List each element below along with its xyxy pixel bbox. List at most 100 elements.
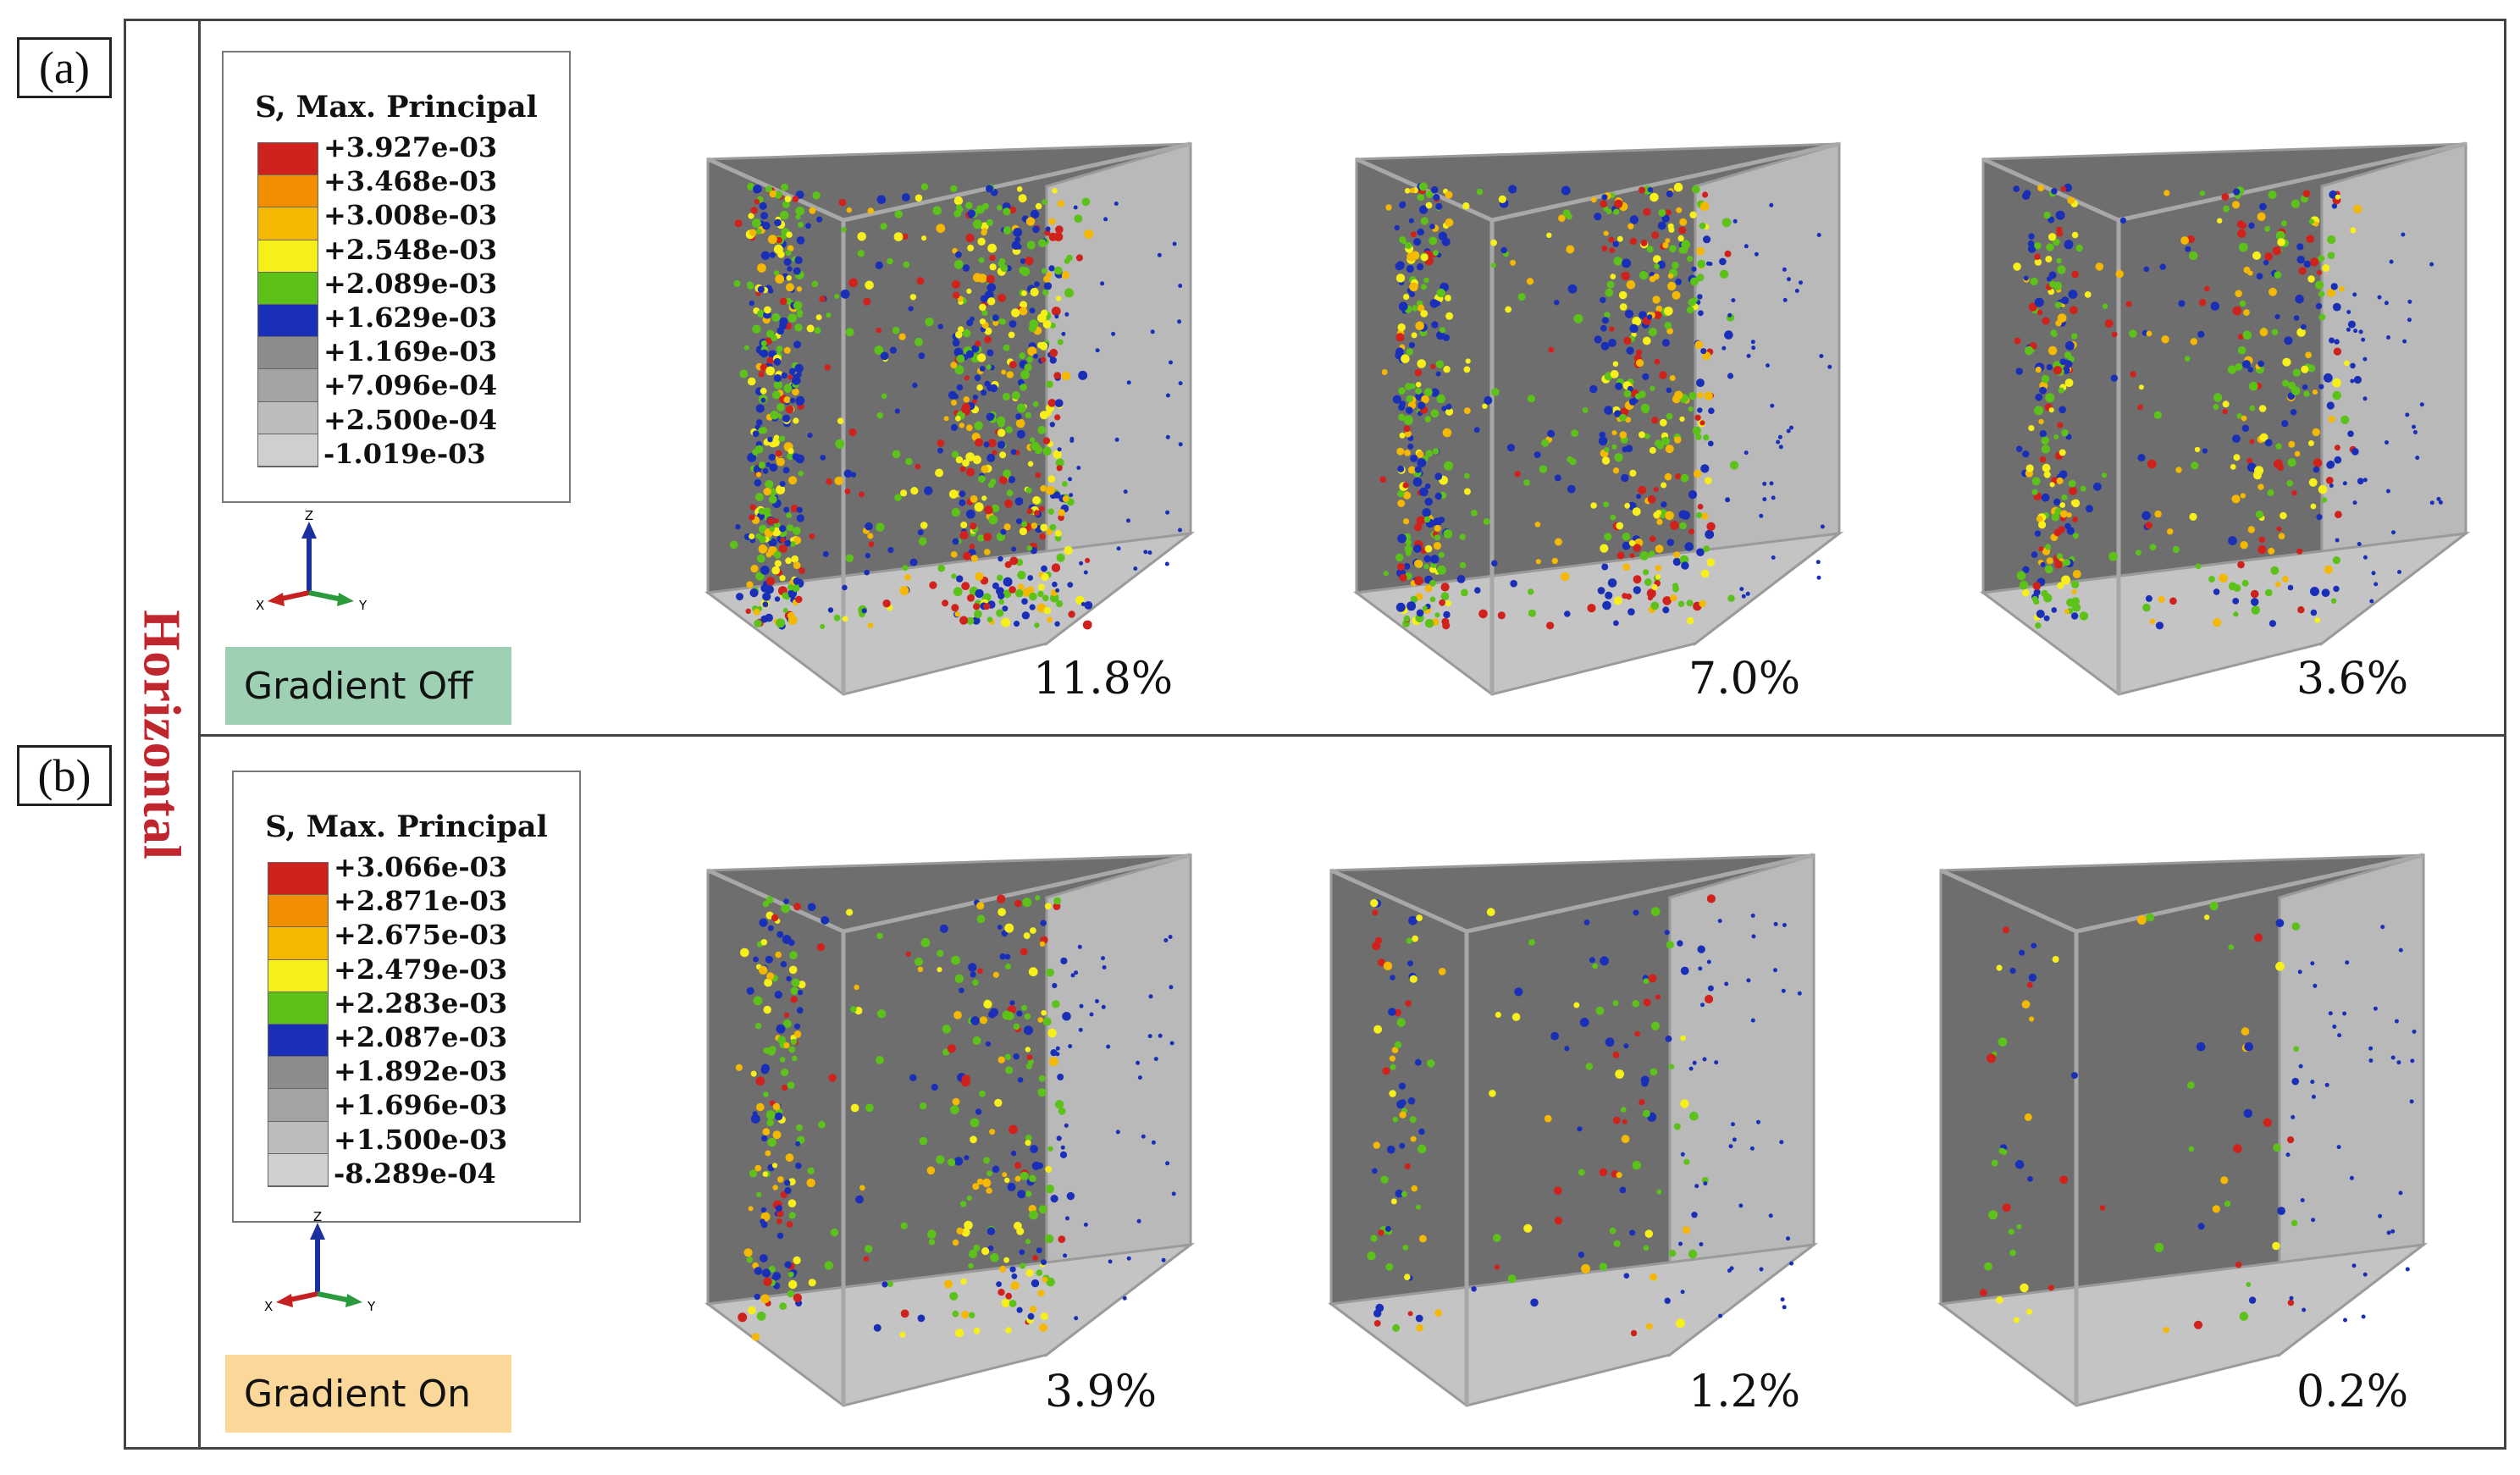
legend-value: +2.548e-03: [323, 233, 498, 266]
crack-point: [2343, 1318, 2347, 1323]
crack-point: [2110, 374, 2118, 382]
crack-point: [1523, 479, 1530, 486]
crack-point: [959, 423, 964, 428]
crack-point: [2285, 1152, 2291, 1157]
crack-point: [1029, 1174, 1036, 1183]
crack-point: [1049, 422, 1055, 428]
crack-point: [950, 551, 958, 558]
crack-point: [779, 481, 786, 487]
crack-point: [1035, 202, 1042, 210]
crack-point: [750, 207, 758, 214]
legend-value: +1.629e-03: [323, 301, 498, 334]
crack-point: [1011, 391, 1020, 400]
crack-point: [1397, 323, 1406, 332]
crack-point: [1410, 231, 1417, 238]
crack-point: [790, 1038, 798, 1046]
crack-point: [1705, 477, 1712, 484]
crack-point: [868, 541, 875, 548]
crack-point: [1016, 1307, 1023, 1313]
crack-point: [1010, 1281, 1020, 1290]
crack-point: [782, 200, 790, 208]
crack-point: [2241, 579, 2249, 587]
crack-point: [1514, 987, 1523, 997]
crack-point: [2329, 483, 2334, 489]
crack-point: [776, 403, 785, 412]
crack-point: [2059, 470, 2068, 478]
crack-point: [775, 274, 785, 284]
crack-point: [876, 1056, 884, 1064]
crack-point: [2337, 1033, 2342, 1038]
crack-point: [1632, 507, 1641, 517]
crack-point: [1080, 602, 1086, 606]
crack-point: [763, 1005, 771, 1014]
crack-point: [1622, 533, 1631, 541]
crack-point: [865, 280, 874, 290]
crack-point: [762, 467, 769, 474]
crack-point: [756, 554, 765, 563]
crack-point: [1055, 225, 1064, 234]
crack-point: [2327, 460, 2335, 469]
crack-point: [1417, 228, 1424, 236]
crack-point: [795, 1141, 801, 1146]
crack-point: [998, 1289, 1005, 1296]
crack-point: [790, 505, 799, 513]
crack-point: [1984, 1262, 1992, 1271]
crack-point: [773, 374, 782, 383]
crack-point: [2027, 1176, 2033, 1182]
crack-point: [2258, 544, 2267, 555]
crack-point: [987, 297, 996, 306]
crack-point: [2147, 459, 2157, 469]
crack-point: [784, 1261, 792, 1268]
crack-point: [1511, 1013, 1521, 1021]
crack-point: [1619, 413, 1627, 422]
crack-point: [1390, 1063, 1396, 1070]
legend-colorbar: [257, 142, 318, 467]
crack-point: [1497, 611, 1506, 620]
crack-point: [2019, 580, 2029, 590]
crack-point: [1665, 238, 1671, 244]
crack-point: [1432, 448, 1440, 455]
crack-point: [2296, 243, 2304, 251]
crack-point: [2396, 1060, 2401, 1065]
crack-point: [1551, 557, 1558, 565]
crack-point: [964, 1155, 970, 1161]
crack-point: [1789, 425, 1793, 430]
crack-point: [793, 577, 801, 585]
crack-point: [1738, 1203, 1744, 1208]
crack-point: [1622, 593, 1628, 599]
crack-point: [2136, 915, 2147, 925]
crack-point: [1158, 1033, 1163, 1038]
crack-point: [1694, 414, 1701, 421]
crack-point: [1665, 511, 1674, 521]
crack-point: [887, 1280, 893, 1287]
crack-point: [2213, 588, 2220, 595]
crack-point: [1669, 245, 1677, 253]
crack-point: [2277, 238, 2285, 246]
crack-point: [1416, 593, 1423, 600]
crack-point: [1014, 1175, 1021, 1182]
crack-point: [936, 1155, 945, 1164]
crack-point: [1698, 310, 1704, 317]
crack-point: [2044, 565, 2053, 574]
crack-point: [1615, 382, 1623, 390]
crack-point: [2282, 379, 2290, 387]
crack-point: [1153, 1057, 1158, 1062]
crack-point: [1794, 289, 1799, 293]
crack-point: [1679, 522, 1687, 530]
crack-point: [953, 1011, 962, 1019]
crack-point: [1558, 214, 1566, 222]
crack-point: [992, 320, 999, 326]
crack-point: [2397, 570, 2401, 574]
crack-point: [1002, 1172, 1008, 1178]
crack-point: [2232, 306, 2242, 316]
crack-point: [2312, 428, 2320, 437]
crack-point: [1020, 370, 1030, 379]
crack-point: [2243, 1108, 2252, 1119]
crack-point: [1600, 544, 1609, 553]
crack-point: [1614, 453, 1623, 462]
crack-point: [1053, 897, 1062, 905]
crack-point: [937, 323, 943, 329]
crack-point: [1014, 899, 1022, 908]
crack-point: [1600, 341, 1610, 351]
crack-point: [1587, 604, 1596, 613]
